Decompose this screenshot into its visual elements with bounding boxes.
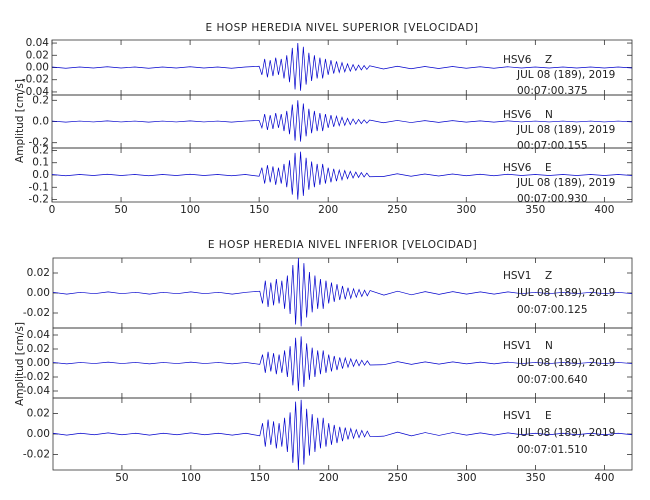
y-tick-label: 0.04 [27, 329, 51, 341]
y-tick-label: -0.2 [29, 194, 50, 206]
y-tick-label: -0.02 [23, 307, 50, 319]
x-tick-label: 50 [115, 472, 128, 484]
y-tick-label: 0.02 [26, 49, 49, 61]
y-tick-label: -0.02 [23, 449, 50, 461]
station-label: HSV1 [503, 270, 531, 282]
waveform [51, 151, 633, 200]
date-label: JUL 08 (189), 2019 [516, 287, 615, 299]
x-tick-label: 100 [180, 204, 200, 216]
waveform [51, 100, 633, 142]
x-tick-label: 350 [525, 472, 545, 484]
date-label: JUL 08 (189), 2019 [516, 177, 615, 189]
y-tick-label: 0.0 [32, 169, 49, 181]
station-label: HSV6 [503, 54, 532, 66]
station-label: HSV1 [503, 410, 531, 422]
x-tick-label: 300 [457, 472, 477, 484]
y-tick-label: 0.04 [26, 37, 50, 49]
waveform [52, 257, 633, 327]
date-label: JUL 08 (189), 2019 [516, 427, 615, 439]
component-label: E [545, 410, 552, 422]
y-tick-label: -0.1 [29, 181, 50, 193]
time-label: 00:07:00.930 [517, 193, 588, 205]
time-label: 00:07:00.640 [517, 374, 588, 386]
time-label: 00:07:00.125 [517, 304, 588, 316]
time-label: 00:07:01.510 [517, 444, 588, 456]
y-tick-label: -0.02 [23, 371, 50, 383]
station-label: HSV6 [503, 109, 532, 121]
y-tick-label: 0.2 [32, 94, 49, 106]
time-label: 00:07:00.375 [517, 85, 588, 97]
date-label: JUL 08 (189), 2019 [516, 357, 615, 369]
chart-title: E HOSP HEREDIA NIVEL SUPERIOR [VELOCIDAD… [205, 22, 478, 34]
x-tick-label: 150 [249, 204, 269, 216]
x-tick-label: 400 [594, 204, 614, 216]
y-tick-label: 0.1 [32, 157, 49, 169]
y-tick-label: 0.02 [27, 267, 50, 279]
x-tick-label: 50 [114, 204, 127, 216]
time-label: 00:07:00.155 [517, 140, 588, 152]
date-label: JUL 08 (189), 2019 [516, 124, 615, 136]
x-tick-label: 250 [387, 204, 407, 216]
y-tick-label: 0.02 [27, 407, 50, 419]
chart-title: E HOSP HEREDIA NIVEL INFERIOR [VELOCIDAD… [208, 239, 477, 251]
x-tick-label: 100 [181, 472, 201, 484]
date-label: JUL 08 (189), 2019 [516, 69, 615, 81]
waveform [52, 399, 633, 471]
y-tick-label: 0.00 [26, 62, 49, 74]
x-tick-label: 200 [319, 472, 339, 484]
component-label: Z [545, 270, 552, 282]
component-label: Z [545, 54, 552, 66]
y-tick-label: -0.2 [29, 137, 50, 149]
y-tick-label: -0.02 [22, 74, 49, 86]
y-tick-label: 0.02 [27, 343, 50, 355]
x-tick-label: 200 [318, 204, 338, 216]
y-tick-label: -0.04 [22, 86, 49, 98]
x-tick-label: 300 [456, 204, 476, 216]
y-axis-label: Amplitud [cm/s] [14, 79, 26, 163]
x-tick-label: 350 [525, 204, 545, 216]
x-tick-label: 0 [49, 204, 56, 216]
station-label: HSV6 [503, 162, 532, 174]
y-tick-label: 0.00 [27, 428, 50, 440]
y-tick-label: 0.2 [32, 144, 49, 156]
waveform [52, 336, 633, 392]
y-tick-label: 0.00 [27, 287, 50, 299]
x-tick-label: 400 [594, 472, 614, 484]
waveform [51, 43, 633, 91]
component-label: N [545, 340, 553, 352]
component-label: N [545, 109, 553, 121]
x-tick-label: 250 [388, 472, 408, 484]
x-tick-label: 150 [250, 472, 270, 484]
y-tick-label: -0.04 [23, 385, 50, 397]
component-label: E [545, 162, 552, 174]
y-tick-label: 0.0 [32, 116, 49, 128]
y-axis-label: Amplitud [cm/s] [14, 322, 26, 406]
y-tick-label: 0.00 [27, 357, 50, 369]
station-label: HSV1 [503, 340, 531, 352]
